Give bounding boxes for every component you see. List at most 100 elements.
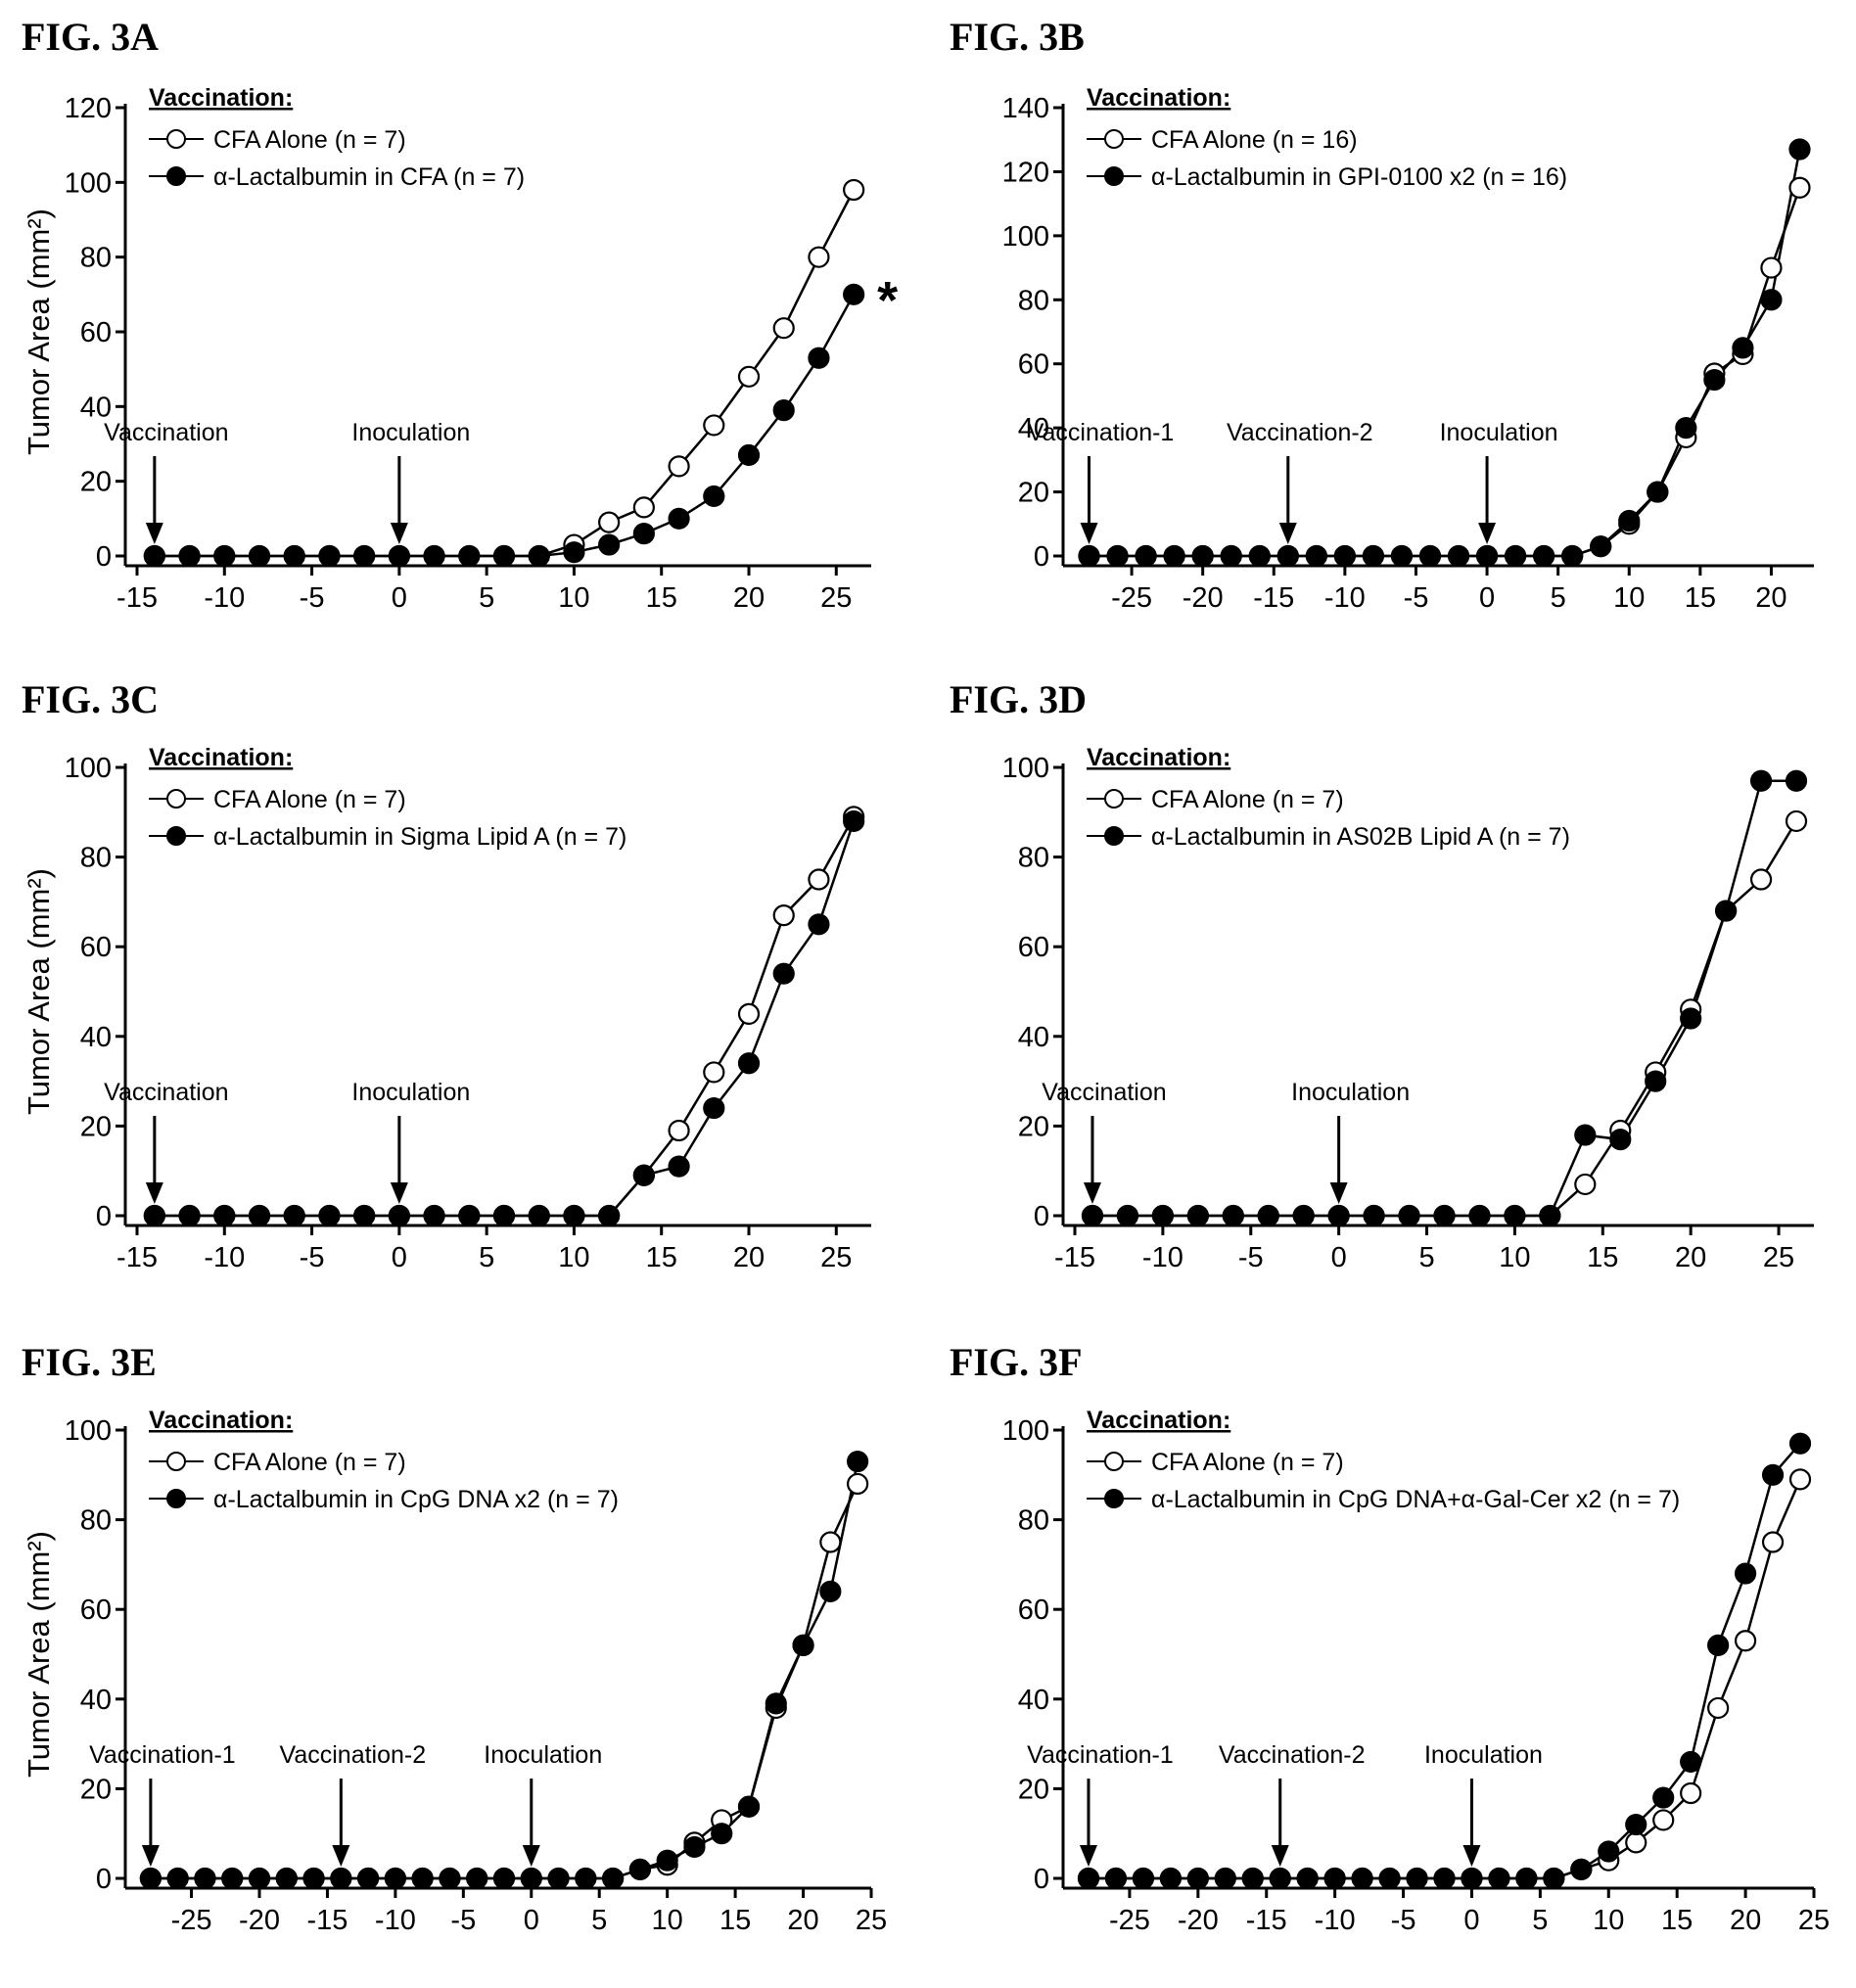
x-tick-label: -10 <box>1315 1905 1356 1936</box>
data-point-filled <box>1186 1867 1209 1890</box>
data-point-filled <box>808 913 830 936</box>
data-point-filled <box>1475 544 1499 568</box>
data-point-filled <box>1515 1867 1538 1890</box>
data-point-filled <box>318 1204 341 1227</box>
data-point-filled <box>632 1164 655 1186</box>
data-point-filled <box>1647 481 1669 503</box>
y-tick-label: 40 <box>80 1022 112 1053</box>
data-point-filled <box>1292 1204 1315 1227</box>
y-tick-label: 0 <box>96 1864 112 1895</box>
figure-panel-3a: FIG. 3A 0 20 40 60 80 100 120 -15 -10 -5 0 5 10 15 20 2… <box>0 0 928 663</box>
data-point-filled <box>1760 289 1783 311</box>
data-point-filled <box>166 1867 189 1890</box>
panel-label: FIG. 3D <box>950 677 1087 721</box>
legend-marker <box>1104 1489 1124 1508</box>
x-tick-label: 20 <box>733 1242 765 1273</box>
y-axis-label: Tumor Area (mm²) <box>22 208 56 455</box>
data-point-open <box>668 455 690 478</box>
x-tick-label: 5 <box>1551 582 1566 614</box>
legend-entry: α-Lactalbumin in AS02B Lipid A (n = 7) <box>1151 823 1570 851</box>
x-tick-label: 25 <box>1763 1242 1794 1273</box>
event-arrowhead <box>1462 1845 1481 1867</box>
data-point-filled <box>1761 1463 1785 1486</box>
legend-marker <box>1104 789 1124 809</box>
data-point-filled <box>1488 1867 1510 1890</box>
x-tick-label: -5 <box>1238 1242 1264 1273</box>
x-tick-label: 5 <box>479 1242 494 1273</box>
x-tick-label: 10 <box>558 582 589 614</box>
x-tick-label: -5 <box>1404 582 1429 614</box>
data-point-filled <box>1351 1867 1373 1890</box>
x-tick-label: 10 <box>1613 582 1645 614</box>
legend-marker <box>1104 129 1124 149</box>
y-tick-label: 60 <box>1018 932 1049 963</box>
data-point-filled <box>1418 544 1442 568</box>
data-point-open <box>1760 256 1783 279</box>
y-axis-label: Tumor Area (mm²) <box>22 1531 56 1778</box>
data-point-filled <box>1715 900 1738 922</box>
data-point-open <box>1680 1781 1702 1805</box>
y-tick-label: 140 <box>1002 93 1049 124</box>
data-point-filled <box>194 1867 216 1890</box>
data-point-filled <box>737 1052 761 1075</box>
data-point-filled <box>1163 544 1185 568</box>
data-point-filled <box>1214 1867 1236 1890</box>
y-tick-label: 20 <box>80 1111 112 1142</box>
event-arrowhead <box>1080 523 1098 544</box>
x-tick-label: 0 <box>1331 1242 1347 1273</box>
y-tick-label: 80 <box>1018 843 1049 874</box>
data-point-filled <box>1220 544 1242 568</box>
data-point-filled <box>808 347 830 369</box>
data-point-filled <box>143 1204 165 1227</box>
data-point-filled <box>656 1849 678 1872</box>
y-axis-label: Tumor Area (mm²) <box>22 868 56 1115</box>
data-point-filled <box>1533 544 1555 568</box>
event-arrowhead <box>1278 523 1297 544</box>
data-point-filled <box>1785 769 1808 792</box>
data-point-filled <box>275 1867 298 1890</box>
y-tick-label: 120 <box>1002 157 1049 188</box>
x-tick-label: -15 <box>1054 1242 1095 1273</box>
data-point-filled <box>1305 544 1327 568</box>
y-tick-label: 20 <box>1018 1111 1049 1142</box>
legend-marker <box>166 129 186 149</box>
data-point-filled <box>1734 1562 1757 1585</box>
data-point-open <box>1625 1831 1647 1854</box>
data-point-filled <box>792 1634 814 1656</box>
figure-panel-3b: FIG. 3B 0 20 40 60 80 100 120 140 -25 -20 -15 -10 -5… <box>928 0 1856 663</box>
y-tick-label: 20 <box>1018 478 1049 509</box>
data-point-filled <box>388 544 410 568</box>
x-tick-label: -10 <box>375 1905 416 1936</box>
event-arrowhead <box>1271 1845 1289 1867</box>
x-tick-label: 10 <box>558 1242 589 1273</box>
data-point-filled <box>575 1867 597 1890</box>
y-tick-label: 60 <box>80 932 112 963</box>
data-point-filled <box>819 1580 842 1602</box>
data-point-open <box>703 414 725 437</box>
data-point-filled <box>1618 509 1641 532</box>
data-point-filled <box>1333 544 1356 568</box>
data-point-filled <box>439 1867 461 1890</box>
data-point-filled <box>283 544 305 568</box>
data-point-filled <box>528 1204 550 1227</box>
data-point-filled <box>1598 1840 1620 1863</box>
data-point-filled <box>1276 544 1299 568</box>
data-point-filled <box>1707 1634 1730 1656</box>
y-tick-label: 120 <box>65 93 112 124</box>
data-point-filled <box>492 1204 516 1227</box>
x-tick-label: -10 <box>1324 582 1366 614</box>
y-tick-label: 20 <box>80 467 112 498</box>
data-point-filled <box>248 544 271 568</box>
legend-entry: CFA Alone (n = 7) <box>213 786 406 813</box>
event-label: Inoculation <box>1424 1741 1543 1769</box>
event-label: Inoculation <box>484 1741 602 1769</box>
data-point-filled <box>1461 1867 1483 1890</box>
legend-marker <box>1104 826 1124 846</box>
data-point-open <box>1785 809 1808 833</box>
figure-panel-3c: FIG. 3C 0 20 40 60 80 100 -15 -10 -5 0 5 10 15 20 25 Tu… <box>0 663 928 1325</box>
data-point-filled <box>1077 1867 1100 1890</box>
data-point-filled <box>384 1867 406 1890</box>
y-tick-label: 100 <box>65 167 112 199</box>
data-point-filled <box>302 1867 325 1890</box>
y-tick-label: 100 <box>65 1415 112 1447</box>
